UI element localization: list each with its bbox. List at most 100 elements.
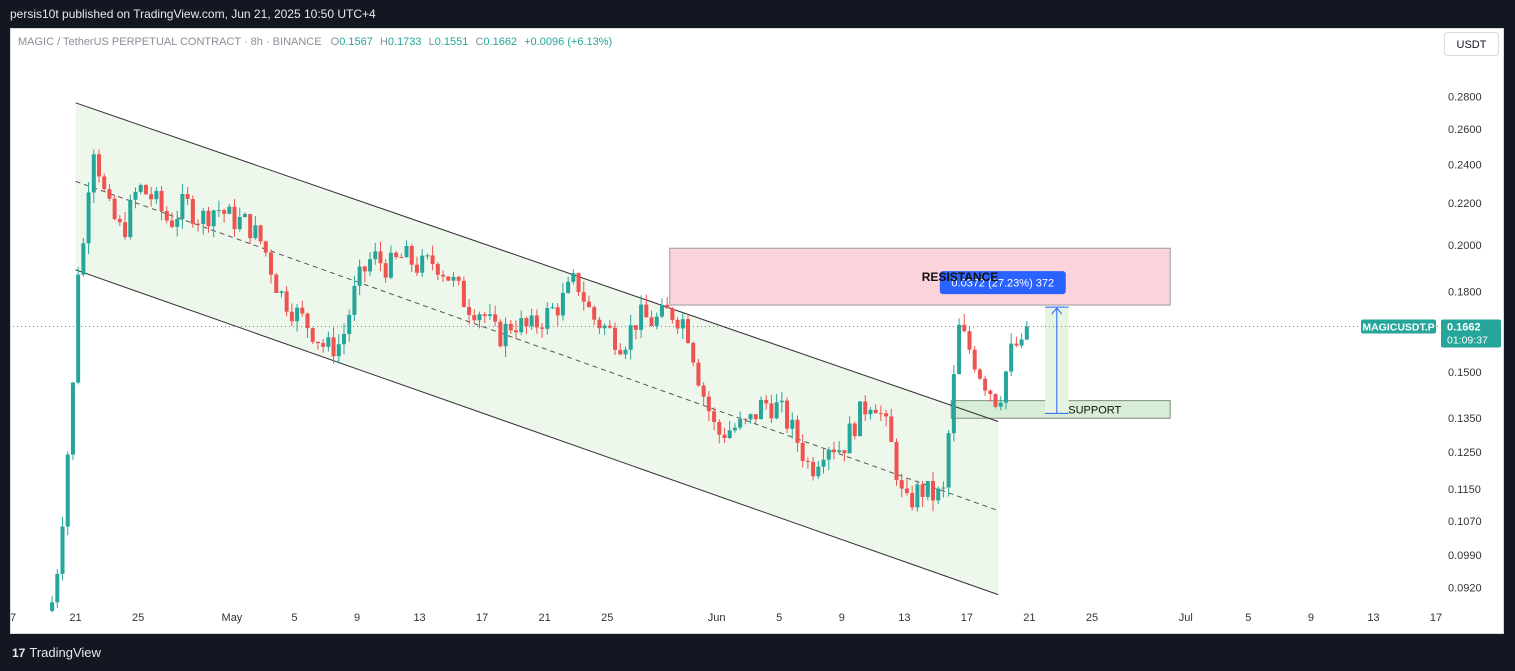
candle-body[interactable] [779, 400, 784, 403]
candle-body[interactable] [800, 442, 805, 462]
candle-body[interactable] [774, 402, 779, 419]
candle-body[interactable] [472, 315, 477, 321]
candle-body[interactable] [123, 222, 128, 238]
candle-body[interactable] [941, 487, 946, 489]
candle-body[interactable] [383, 263, 388, 278]
candle-body[interactable] [805, 461, 810, 463]
candle-body[interactable] [993, 394, 998, 407]
candle-body[interactable] [467, 306, 472, 316]
candle-body[interactable] [633, 325, 638, 330]
candle-body[interactable] [951, 374, 956, 434]
candle-body[interactable] [639, 304, 644, 330]
candle-body[interactable] [920, 484, 925, 497]
candle-body[interactable] [712, 411, 717, 422]
candle-body[interactable] [248, 214, 253, 239]
candle-body[interactable] [237, 217, 242, 230]
candle-body[interactable] [858, 401, 863, 437]
candle-body[interactable] [732, 427, 737, 431]
candle-body[interactable] [691, 342, 696, 363]
candle-body[interactable] [1014, 343, 1019, 346]
candle-body[interactable] [727, 430, 732, 439]
candle-body[interactable] [566, 281, 571, 293]
candle-body[interactable] [540, 327, 545, 329]
candle-body[interactable] [894, 441, 899, 481]
candle-body[interactable] [915, 484, 920, 508]
channel-midline[interactable] [75, 180, 999, 512]
candle-body[interactable] [91, 154, 96, 193]
candle-body[interactable] [571, 273, 576, 282]
candle-body[interactable] [451, 276, 456, 281]
candle-body[interactable] [618, 349, 623, 355]
candle-body[interactable] [831, 449, 836, 453]
candle-body[interactable] [321, 343, 326, 347]
candle-body[interactable] [930, 481, 935, 501]
candle-body[interactable] [644, 304, 649, 318]
candle-body[interactable] [435, 263, 440, 275]
candle-body[interactable] [686, 319, 691, 343]
candle-body[interactable] [884, 413, 889, 417]
candle-body[interactable] [498, 321, 503, 347]
candle-body[interactable] [399, 257, 404, 259]
candle-body[interactable] [753, 414, 758, 420]
candle-body[interactable] [889, 416, 894, 442]
candle-body[interactable] [743, 419, 748, 421]
candle-body[interactable] [514, 330, 519, 333]
candle-body[interactable] [795, 419, 800, 443]
candle-body[interactable] [957, 324, 962, 375]
candle-body[interactable] [477, 314, 482, 321]
candle-body[interactable] [347, 314, 352, 334]
channel-upper-line[interactable] [75, 102, 999, 423]
candle-body[interactable] [420, 255, 425, 273]
candle-body[interactable] [373, 251, 378, 260]
candle-body[interactable] [487, 314, 492, 316]
candle-body[interactable] [368, 259, 373, 272]
candle-body[interactable] [305, 313, 310, 329]
candle-body[interactable] [878, 413, 883, 415]
candle-body[interactable] [441, 274, 446, 277]
candle-body[interactable] [81, 243, 86, 275]
candle-body[interactable] [107, 189, 112, 199]
candle-body[interactable] [409, 245, 414, 265]
candle-body[interactable] [242, 214, 247, 218]
candle-body[interactable] [904, 488, 909, 494]
candle-body[interactable] [206, 210, 211, 227]
candle-body[interactable] [623, 349, 628, 355]
candle-body[interactable] [258, 225, 263, 242]
candle-body[interactable] [274, 274, 279, 293]
candle-body[interactable] [972, 349, 977, 370]
channel-lower-line[interactable] [75, 269, 999, 596]
candle-body[interactable] [196, 223, 201, 225]
candle-body[interactable] [519, 318, 524, 333]
candle-body[interactable] [581, 292, 586, 302]
candle-body[interactable] [227, 206, 232, 214]
candle-body[interactable] [821, 459, 826, 467]
candle-body[interactable] [597, 319, 602, 329]
candle-body[interactable] [76, 274, 81, 383]
candle-body[interactable] [586, 301, 591, 308]
candle-body[interactable] [425, 255, 430, 257]
candle-body[interactable] [117, 218, 122, 223]
candle-body[interactable] [534, 315, 539, 328]
candle-body[interactable] [592, 307, 597, 320]
candle-body[interactable] [128, 199, 133, 238]
candle-body[interactable] [97, 154, 102, 177]
candle-body[interactable] [269, 252, 274, 275]
candle-body[interactable] [482, 314, 487, 316]
candle-body[interactable] [493, 314, 498, 322]
candle-body[interactable] [764, 399, 769, 404]
candle-body[interactable] [461, 280, 466, 307]
candle-body[interactable] [185, 193, 190, 200]
candle-body[interactable] [659, 304, 664, 317]
candle-body[interactable] [352, 285, 357, 315]
candle-body[interactable] [414, 264, 419, 273]
candle-body[interactable] [842, 450, 847, 454]
candle-body[interactable] [826, 449, 831, 460]
candle-body[interactable] [388, 252, 393, 278]
candle-body[interactable] [508, 323, 513, 331]
candle-body[interactable] [362, 266, 367, 272]
candle-body[interactable] [722, 434, 727, 439]
candle-body[interactable] [102, 176, 107, 190]
candle-body[interactable] [430, 255, 435, 264]
candle-body[interactable] [65, 454, 70, 527]
candle-body[interactable] [628, 325, 633, 350]
